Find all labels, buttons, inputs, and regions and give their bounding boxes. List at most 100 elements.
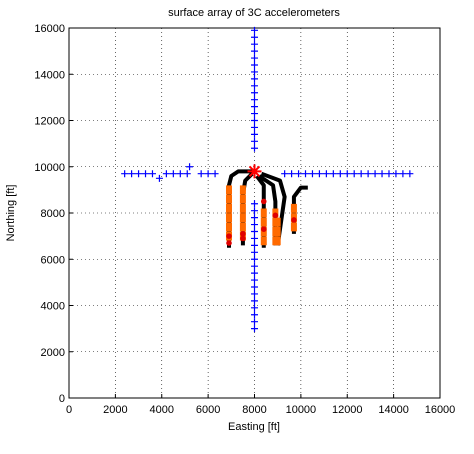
receiver-marker [251,89,258,97]
y-tick-label: 8000 [41,208,65,220]
receiver-marker [251,325,258,333]
receiver-marker [176,170,184,178]
red-marker [260,226,267,232]
orange-marker [239,213,246,223]
receiver-marker [308,170,316,178]
receiver-marker [251,61,258,69]
receiver-marker [155,174,163,182]
receiver-marker [186,163,194,171]
x-tick-label: 6000 [196,404,220,416]
x-tick-label: 8000 [242,404,266,416]
orange-marker [239,203,246,213]
receiver-marker [142,170,150,178]
y-tick-label: 4000 [41,301,65,313]
receiver-marker [204,170,212,178]
receiver-marker [251,269,258,277]
receiver-marker [350,170,358,178]
receiver-marker [211,170,219,178]
orange-marker [274,227,281,236]
receiver-marker [281,170,289,178]
receiver-marker [322,170,330,178]
receiver-marker [251,311,258,319]
receiver-marker [251,117,258,124]
orange-marker [239,222,246,232]
x-tick-label: 2000 [103,404,127,416]
x-tick-label: 12000 [332,404,363,416]
x-tick-label: 14000 [378,404,409,416]
receiver-marker [251,26,258,34]
receiver-marker [251,54,258,62]
receiver-marker [251,228,258,235]
red-marker [226,233,232,239]
orange-marker [225,222,232,232]
receiver-marker [251,33,258,41]
receiver-marker [378,170,386,178]
source-marker [247,164,262,179]
orange-marker [239,185,246,195]
orange-marker [274,236,281,246]
receiver-marker [251,75,258,83]
receiver-marker [288,170,296,178]
x-tick-label: 0 [66,404,72,416]
receiver-marker [183,170,191,178]
receiver-marker [128,170,136,178]
y-tick-label: 12000 [34,116,65,128]
orange-marker [260,208,267,218]
y-tick-label: 14000 [34,69,65,81]
receiver-marker [392,170,400,178]
orange-marker [260,236,267,246]
orange-marker [260,217,267,227]
receiver-marker [162,170,170,178]
receiver-marker [251,103,258,111]
receiver-marker [251,318,258,326]
receiver-marker [251,262,258,270]
receiver-marker [251,241,258,249]
x-tick-label: 10000 [286,404,317,416]
receiver-marker [251,110,258,118]
red-marker [226,240,232,246]
receiver-marker [385,170,393,178]
receiver-marker [197,170,205,178]
receiver-marker [251,214,258,222]
chart-title: surface array of 3C accelerometers [168,7,340,19]
receiver-marker [148,170,156,178]
orange-marker [225,213,232,223]
receiver-marker [251,68,258,76]
red-marker [272,212,279,219]
y-tick-label: 2000 [41,347,65,359]
receiver-marker [357,170,365,178]
orange-marker [274,217,281,227]
receiver-marker [251,255,258,263]
receiver-marker [251,297,258,305]
red-marker [240,235,246,242]
receiver-marker [251,283,258,291]
receiver-marker [251,123,258,131]
x-axis-label: Easting [ft] [228,421,280,433]
red-marker [240,231,246,237]
receiver-marker [251,200,258,208]
x-tick-label: 4000 [150,404,174,416]
orange-marker [239,194,246,204]
receiver-marker [135,170,143,178]
y-tick-label: 6000 [41,254,65,266]
receiver-marker [329,170,337,178]
receiver-marker [251,130,258,138]
receiver-marker [251,82,258,90]
receiver-marker [343,170,351,178]
receiver-marker [251,137,258,145]
receiver-marker [251,248,258,256]
receiver-marker [251,144,258,152]
receiver-marker [302,170,310,178]
receiver-marker [251,96,258,104]
receiver-marker [364,170,372,178]
receiver-marker [251,276,258,284]
orange-marker [225,194,232,204]
receiver-marker [169,170,177,178]
receiver-marker [371,170,379,178]
y-tick-label: 0 [59,393,65,405]
receiver-marker [121,170,129,178]
receiver-marker [295,170,303,178]
